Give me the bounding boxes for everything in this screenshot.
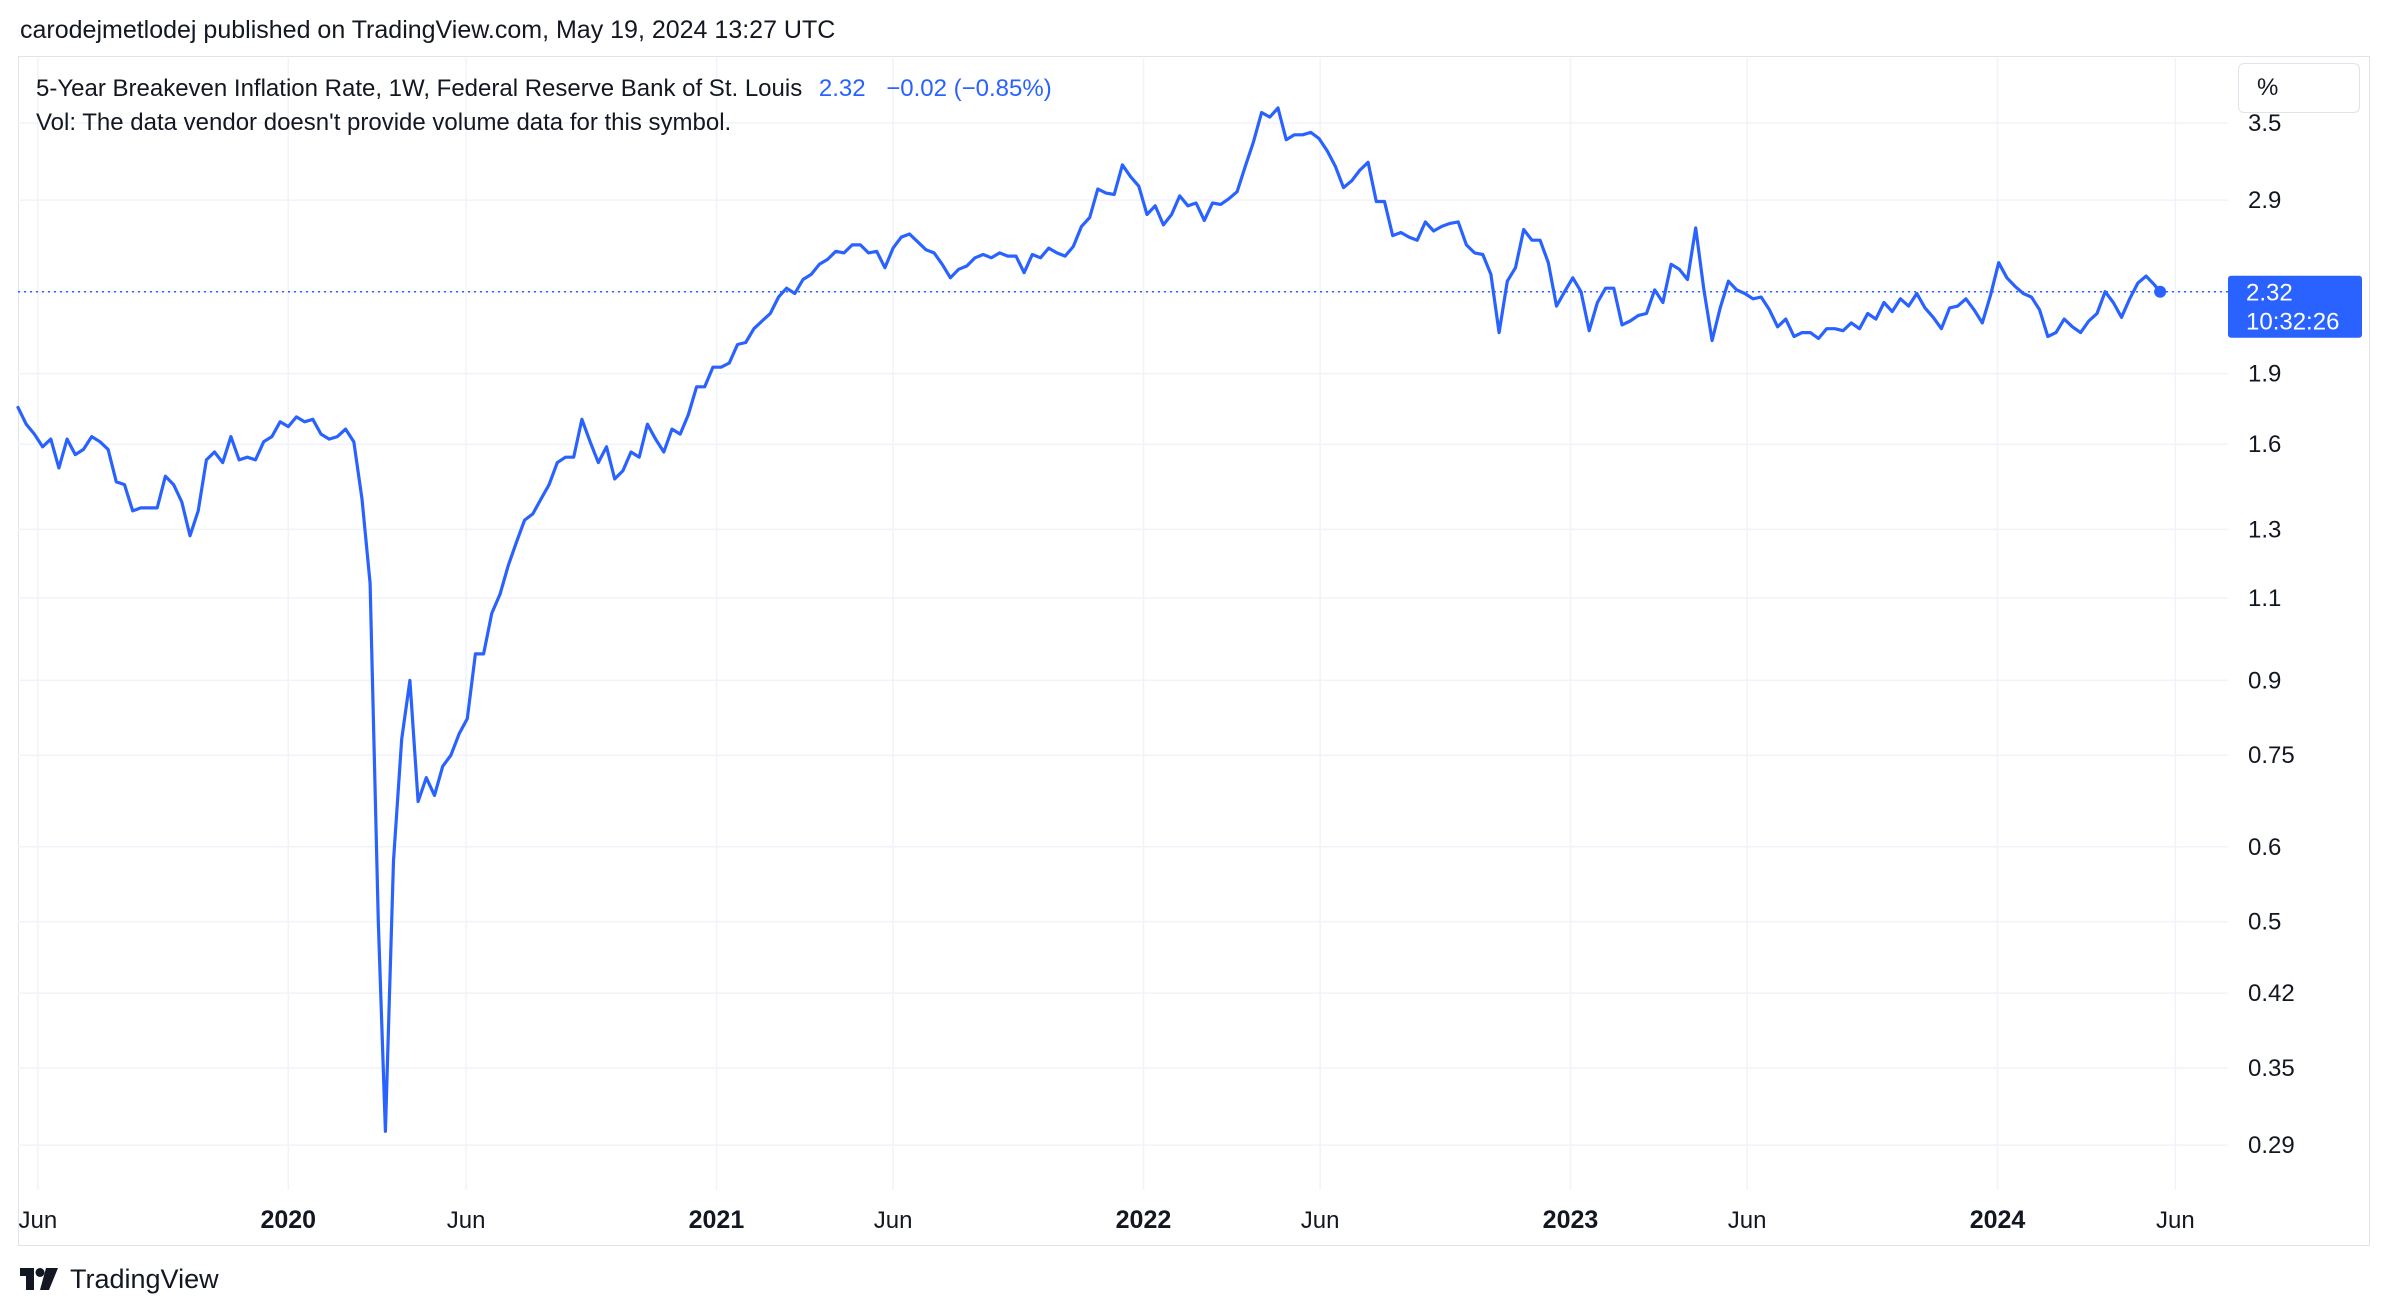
x-tick-label: 2022 [1116, 1206, 1172, 1234]
x-tick-label: Jun [2156, 1207, 2195, 1234]
time-axis: Jun 2020 Jun 2021 Jun 2022 Jun 2023 Jun 2024 Jun [19, 1206, 2195, 1234]
tradingview-logo-icon [20, 1268, 58, 1290]
price-scale-unit-button[interactable]: % [2238, 63, 2360, 113]
badge-price: 2.32 [2246, 280, 2293, 307]
x-tick-label: 2024 [1970, 1206, 2026, 1234]
y-tick-label: 2.9 [2248, 187, 2281, 214]
y-tick-label: 1.6 [2248, 431, 2281, 458]
volume-note: Vol: The data vendor doesn't provide vol… [36, 109, 732, 136]
brand-name: TradingView [70, 1263, 219, 1294]
y-tick-label: 0.29 [2248, 1132, 2295, 1159]
x-tick-label: 2020 [260, 1206, 316, 1234]
grid-lines [18, 58, 2228, 1190]
tradingview-brand[interactable]: TradingView [20, 1262, 219, 1296]
chart-frame [18, 56, 2370, 1246]
x-tick-label: Jun [1728, 1207, 1767, 1234]
price-axis: 3.5 2.9 1.9 1.6 1.3 1.1 0.9 0.75 0.6 0.5 0.42 0.35 0… [2248, 110, 2295, 1159]
x-tick-label: 2023 [1543, 1206, 1599, 1234]
x-tick-label: Jun [1301, 1207, 1340, 1234]
series-layer [16, 106, 2162, 1133]
y-tick-label: 0.6 [2248, 834, 2281, 861]
y-tick-label: 0.42 [2248, 980, 2295, 1007]
y-tick-label: 1.9 [2248, 361, 2281, 388]
x-tick-label: Jun [19, 1207, 58, 1234]
last-value-dot [2154, 285, 2167, 298]
x-tick-label: 2021 [689, 1206, 745, 1234]
y-tick-label: 0.35 [2248, 1055, 2295, 1082]
badge-countdown: 10:32:26 [2246, 309, 2339, 336]
y-tick-label: 3.5 [2248, 110, 2281, 137]
legend-change: −0.02 (−0.85%) [886, 75, 1052, 102]
chart-legend: 5-Year Breakeven Inflation Rate, 1W, Fed… [36, 72, 1052, 140]
series-line [16, 106, 2162, 1133]
y-tick-label: 0.75 [2248, 742, 2295, 769]
publish-info: carodejmetlodej published on TradingView… [20, 16, 836, 44]
last-price-badge [2228, 275, 2362, 338]
x-tick-label: Jun [447, 1207, 486, 1234]
symbol-title[interactable]: 5-Year Breakeven Inflation Rate, 1W, Fed… [36, 75, 803, 102]
y-tick-label: 0.9 [2248, 667, 2281, 694]
y-tick-label: 1.3 [2248, 516, 2281, 543]
x-tick-label: Jun [874, 1207, 913, 1234]
legend-last-value: 2.32 [818, 75, 866, 102]
y-tick-label: 0.5 [2248, 909, 2281, 936]
y-tick-label: 1.1 [2248, 585, 2281, 612]
